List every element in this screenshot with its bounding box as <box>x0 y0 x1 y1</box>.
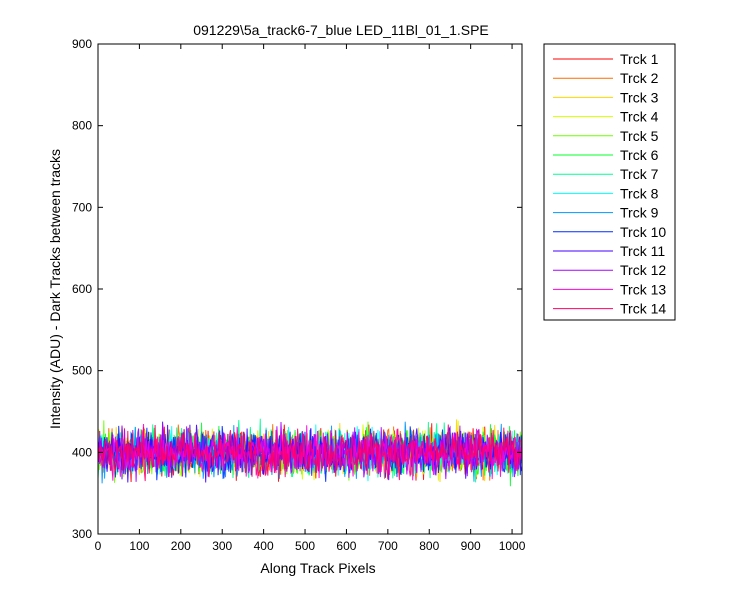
legend-label: Trck 3 <box>620 89 659 105</box>
x-tick-label: 300 <box>212 539 232 553</box>
x-tick-label: 1000 <box>499 539 526 553</box>
legend-label: Trck 14 <box>620 301 666 317</box>
chart-title: 091229\5a_track6-7_blue LED_11Bl_01_1.SP… <box>193 22 489 38</box>
series-layer <box>97 418 523 487</box>
x-tick-label: 800 <box>419 539 439 553</box>
y-tick-label: 400 <box>72 445 92 459</box>
y-tick-label: 900 <box>72 37 92 51</box>
legend-label: Trck 7 <box>620 166 659 182</box>
x-axis: 0 100 200 300 400 500 600 700 800 900 1000 <box>95 44 526 553</box>
legend-label: Trck 4 <box>620 109 659 125</box>
y-axis: 300 400 500 600 700 800 900 <box>72 37 522 541</box>
legend-label: Trck 6 <box>620 147 659 163</box>
y-axis-label: Intensity (ADU) - Dark Tracks between tr… <box>47 149 63 429</box>
x-tick-label: 900 <box>461 539 481 553</box>
legend-label: Trck 10 <box>620 224 666 240</box>
x-axis-label: Along Track Pixels <box>260 560 375 576</box>
y-tick-label: 500 <box>72 364 92 378</box>
legend-box <box>543 43 676 321</box>
x-tick-label: 600 <box>336 539 356 553</box>
legend-label: Trck 2 <box>620 70 659 86</box>
y-tick-label: 600 <box>72 282 92 296</box>
legend-label: Trck 11 <box>620 243 665 259</box>
legend-label: Trck 9 <box>620 205 659 221</box>
x-tick-label: 700 <box>378 539 398 553</box>
legend-label: Trck 8 <box>620 185 659 201</box>
x-tick-label: 500 <box>295 539 315 553</box>
series-line-14 <box>97 424 523 482</box>
legend: Trck 1 Trck 2 Trck 3 Trck 4 Trck 5 Trck 6 Trck… <box>543 43 676 321</box>
x-tick-label: 100 <box>129 539 149 553</box>
legend-label: Trck 12 <box>620 262 666 278</box>
y-tick-label: 300 <box>72 527 92 541</box>
legend-label: Trck 5 <box>620 128 659 144</box>
legend-label: Trck 1 <box>620 51 659 67</box>
legend-items: Trck 1 Trck 2 Trck 3 Trck 4 Trck 5 Trck 6 Trck… <box>553 51 666 317</box>
x-tick-label: 200 <box>171 539 191 553</box>
x-tick-label: 400 <box>254 539 274 553</box>
legend-label: Trck 13 <box>620 281 666 297</box>
y-tick-label: 700 <box>72 200 92 214</box>
x-tick-label: 0 <box>95 539 102 553</box>
y-tick-label: 800 <box>72 119 92 133</box>
